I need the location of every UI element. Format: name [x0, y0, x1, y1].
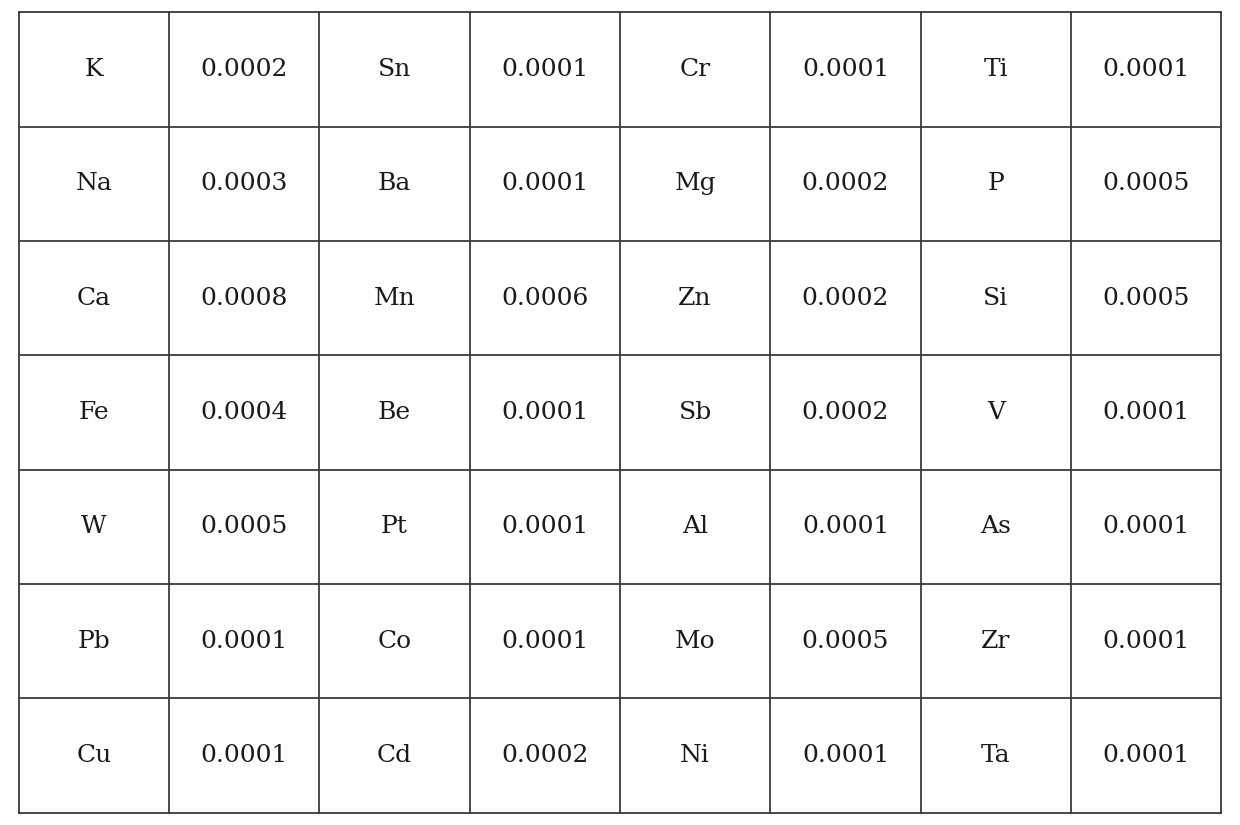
Text: 0.0002: 0.0002 [802, 401, 889, 424]
Text: Ba: Ba [378, 172, 412, 196]
Text: 0.0002: 0.0002 [802, 286, 889, 309]
Text: Co: Co [377, 629, 412, 653]
Text: 0.0001: 0.0001 [1102, 516, 1190, 539]
Text: 0.0008: 0.0008 [201, 286, 288, 309]
Text: 0.0001: 0.0001 [802, 516, 889, 539]
Text: Cu: Cu [76, 744, 112, 767]
Text: 0.0001: 0.0001 [501, 629, 589, 653]
Text: Ta: Ta [981, 744, 1011, 767]
Text: 0.0001: 0.0001 [1102, 629, 1190, 653]
Text: 0.0001: 0.0001 [201, 629, 288, 653]
Text: 0.0001: 0.0001 [501, 172, 589, 196]
Text: Cd: Cd [377, 744, 412, 767]
Text: 0.0005: 0.0005 [1102, 172, 1190, 196]
Text: Fe: Fe [78, 401, 109, 424]
Text: Sb: Sb [678, 401, 712, 424]
Text: 0.0006: 0.0006 [501, 286, 589, 309]
Text: V: V [987, 401, 1004, 424]
Text: 0.0002: 0.0002 [802, 172, 889, 196]
Text: 0.0001: 0.0001 [201, 744, 288, 767]
Text: 0.0003: 0.0003 [201, 172, 288, 196]
Text: 0.0001: 0.0001 [1102, 744, 1190, 767]
Text: As: As [981, 516, 1012, 539]
Text: Zn: Zn [678, 286, 712, 309]
Text: Sn: Sn [378, 58, 412, 81]
Text: P: P [987, 172, 1004, 196]
Text: 0.0004: 0.0004 [201, 401, 288, 424]
Text: Ti: Ti [983, 58, 1008, 81]
Text: Mn: Mn [373, 286, 415, 309]
Text: 0.0005: 0.0005 [201, 516, 288, 539]
Text: 0.0001: 0.0001 [1102, 401, 1190, 424]
Text: 0.0005: 0.0005 [1102, 286, 1190, 309]
Text: 0.0001: 0.0001 [501, 401, 589, 424]
Text: 0.0001: 0.0001 [802, 58, 889, 81]
Text: 0.0001: 0.0001 [802, 744, 889, 767]
Text: 0.0005: 0.0005 [802, 629, 889, 653]
Text: 0.0002: 0.0002 [501, 744, 589, 767]
Text: W: W [81, 516, 107, 539]
Text: 0.0002: 0.0002 [201, 58, 288, 81]
Text: Cr: Cr [680, 58, 711, 81]
Text: Al: Al [682, 516, 708, 539]
Text: Mg: Mg [675, 172, 715, 196]
Text: Mo: Mo [675, 629, 715, 653]
Text: Ni: Ni [681, 744, 711, 767]
Text: Ca: Ca [77, 286, 110, 309]
Text: Si: Si [983, 286, 1008, 309]
Text: Zr: Zr [981, 629, 1011, 653]
Text: 0.0001: 0.0001 [501, 516, 589, 539]
Text: 0.0001: 0.0001 [1102, 58, 1190, 81]
Text: Pt: Pt [381, 516, 408, 539]
Text: 0.0001: 0.0001 [501, 58, 589, 81]
Text: Be: Be [378, 401, 410, 424]
Text: K: K [84, 58, 103, 81]
Text: Na: Na [76, 172, 112, 196]
Text: Pb: Pb [77, 629, 110, 653]
